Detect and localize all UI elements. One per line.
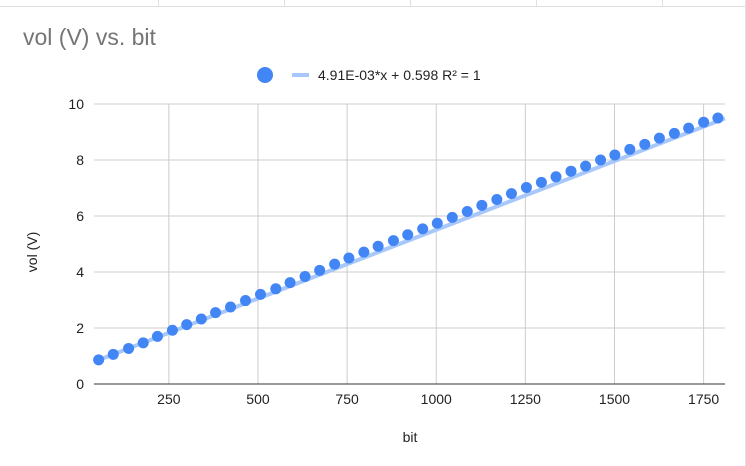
data-point bbox=[535, 176, 547, 188]
data-point bbox=[712, 112, 724, 124]
data-point bbox=[166, 324, 178, 336]
legend: 4.91E-03*x + 0.598 R² = 1 bbox=[257, 67, 481, 83]
x-tick-labels: 250 500 750 1000 1250 1500 1750 bbox=[157, 391, 719, 407]
data-point bbox=[195, 313, 207, 325]
x-tick-label: 1250 bbox=[510, 391, 541, 407]
data-point bbox=[93, 354, 105, 366]
data-point bbox=[491, 193, 503, 205]
data-point bbox=[639, 138, 651, 150]
data-point bbox=[609, 149, 621, 161]
data-point bbox=[520, 181, 532, 193]
data-point bbox=[505, 188, 517, 200]
data-point bbox=[314, 264, 326, 276]
x-axis-title: bit bbox=[403, 429, 418, 445]
y-tick-labels: 0 2 4 6 8 10 bbox=[68, 96, 84, 392]
data-point bbox=[240, 295, 252, 307]
data-point bbox=[698, 116, 710, 128]
data-point bbox=[595, 154, 607, 166]
data-point bbox=[653, 132, 665, 144]
data-point bbox=[550, 171, 562, 183]
y-tick-label: 10 bbox=[68, 96, 84, 112]
y-tick-label: 4 bbox=[76, 264, 84, 280]
legend-marker-series bbox=[257, 67, 273, 83]
y-tick-label: 0 bbox=[76, 376, 84, 392]
x-tick-label: 1500 bbox=[599, 391, 630, 407]
data-point bbox=[181, 319, 193, 331]
data-point bbox=[284, 277, 296, 289]
x-tick-label: 750 bbox=[335, 391, 359, 407]
data-point bbox=[431, 217, 443, 229]
data-point bbox=[210, 307, 222, 319]
data-point bbox=[446, 211, 458, 223]
data-point bbox=[225, 301, 237, 313]
data-point bbox=[254, 288, 266, 300]
y-axis-title: vol (V) bbox=[24, 232, 40, 272]
data-point bbox=[387, 235, 399, 247]
x-tick-label: 1000 bbox=[421, 391, 452, 407]
data-point bbox=[417, 223, 429, 235]
data-point bbox=[329, 258, 341, 270]
data-point bbox=[270, 283, 282, 295]
gridlines bbox=[94, 103, 725, 384]
data-point bbox=[476, 199, 488, 211]
data-point bbox=[624, 143, 636, 155]
x-tick-label: 250 bbox=[157, 391, 181, 407]
data-point bbox=[358, 246, 370, 258]
x-tick-label: 1750 bbox=[688, 391, 719, 407]
data-point bbox=[402, 229, 414, 241]
data-point bbox=[683, 122, 695, 134]
data-point bbox=[123, 342, 135, 354]
legend-trendline-label: 4.91E-03*x + 0.598 R² = 1 bbox=[318, 67, 481, 83]
data-point bbox=[565, 165, 577, 177]
data-point bbox=[151, 330, 163, 342]
data-point bbox=[461, 206, 473, 218]
data-point bbox=[668, 127, 680, 139]
y-tick-label: 6 bbox=[76, 208, 84, 224]
data-points bbox=[93, 112, 724, 366]
data-point bbox=[372, 240, 384, 252]
x-tick-label: 500 bbox=[246, 391, 270, 407]
data-point bbox=[107, 348, 119, 360]
data-point bbox=[137, 337, 149, 349]
chart-title: vol (V) vs. bit bbox=[23, 24, 156, 50]
data-point bbox=[580, 160, 592, 172]
y-tick-label: 8 bbox=[76, 152, 84, 168]
data-point bbox=[299, 270, 311, 282]
data-point bbox=[343, 252, 355, 264]
header-strip bbox=[0, 0, 746, 7]
y-tick-label: 2 bbox=[76, 320, 84, 336]
